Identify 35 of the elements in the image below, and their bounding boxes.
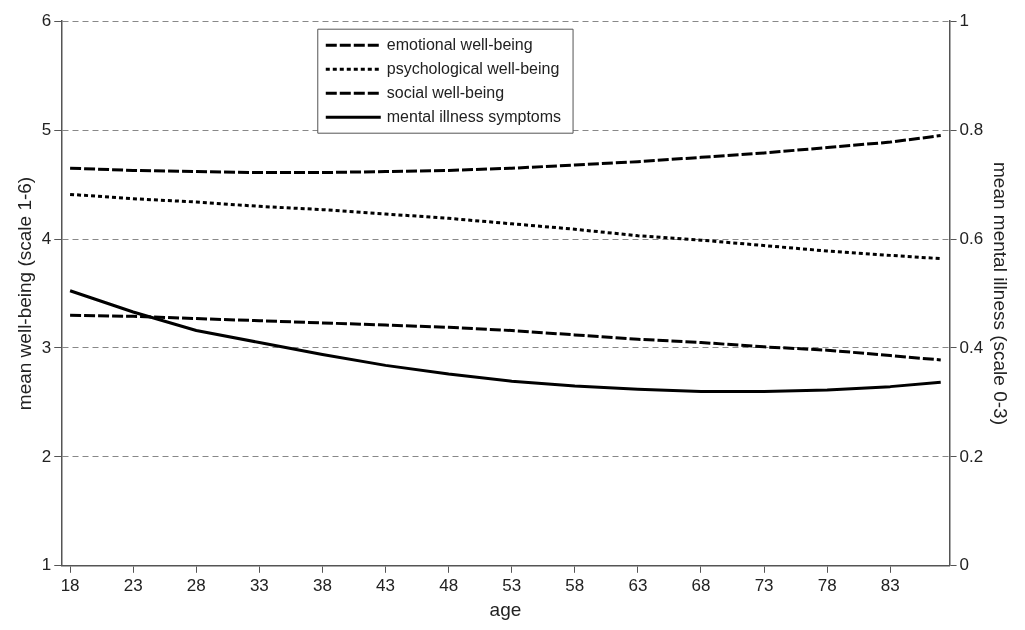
y-tick-label: 5	[41, 119, 52, 139]
y2-tick-label: 0.4	[959, 337, 984, 357]
y2-tick-label: 0	[959, 555, 970, 575]
legend-label: psychological well-being	[386, 59, 560, 77]
y2-tick-label: 0.2	[959, 446, 984, 466]
line-series	[68, 134, 943, 175]
x-axis-title: age	[489, 598, 522, 620]
legend-label: mental illness symptoms	[386, 107, 562, 125]
x-tick-label: 53	[502, 575, 522, 595]
y-tick-label: 3	[41, 337, 52, 357]
x-tick-label: 83	[880, 575, 900, 595]
x-tick-label: 28	[186, 575, 206, 595]
y-tick-label: 4	[41, 228, 52, 248]
legend-label: social well-being	[386, 83, 505, 101]
x-tick-label: 48	[439, 575, 459, 595]
line-series	[68, 192, 943, 261]
y-axis-title: mean well-being (scale 1-6)	[13, 176, 35, 411]
y2-tick-label: 1	[959, 10, 970, 30]
y2-axis-title: mean mental illness (scale 0-3)	[990, 162, 1012, 425]
x-tick-label: 78	[817, 575, 837, 595]
x-tick-label: 23	[123, 575, 143, 595]
legend-label: emotional well-being	[386, 35, 533, 53]
y2-tick-label: 0.8	[959, 119, 984, 139]
x-tick-label: 18	[60, 575, 80, 595]
x-tick-label: 33	[249, 575, 269, 595]
x-tick-label: 43	[376, 575, 395, 595]
y-tick-label: 6	[41, 10, 52, 30]
x-tick-label: 38	[312, 575, 332, 595]
x-tick-label: 68	[691, 575, 711, 595]
y-tick-label: 2	[41, 446, 52, 466]
x-tick-label: 63	[628, 575, 648, 595]
y2-tick-label: 0.6	[959, 228, 984, 248]
x-tick-label: 58	[565, 575, 585, 595]
x-tick-label: 73	[754, 575, 774, 595]
y-tick-label: 1	[41, 555, 52, 575]
